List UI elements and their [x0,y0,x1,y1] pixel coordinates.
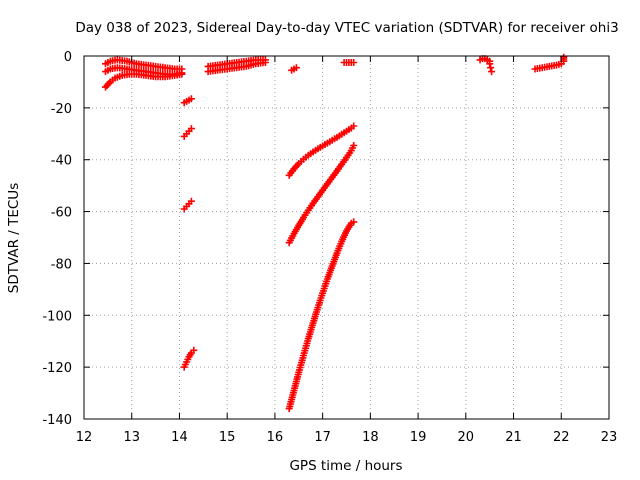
data-marks [102,70,186,91]
data-marks [180,197,195,213]
x-tick-label: 17 [314,430,331,445]
series-track-14h-c [180,197,195,213]
axes: 12 13 14 15 16 17 18 19 20 21 22 23 0 -20 -40 -60 -80 -10… [42,50,617,445]
data-marks [560,53,568,65]
series-track-17h-b [285,142,358,247]
data-marks [288,64,300,74]
x-tick-label: 14 [171,430,188,445]
y-tick-label: -20 [51,102,72,117]
data-marks [531,57,568,73]
x-tick-label: 12 [76,430,93,445]
series-track-22h-spike [560,53,568,65]
y-tick-label: -100 [42,309,72,324]
x-tick-label: 20 [458,430,475,445]
y-tick-label: -40 [51,154,72,169]
series-track-20h-drop [486,60,496,76]
data-marks [102,56,186,73]
data-points [102,53,568,413]
x-axis-title: GPS time / hours [289,458,402,474]
data-marks [285,142,358,247]
series-track-14h-a [180,95,195,107]
y-tick-label: -120 [42,361,72,376]
plot-frame [83,55,610,420]
data-marks [285,218,358,413]
x-tick-label: 23 [601,430,618,445]
y-tick-label: -80 [51,257,72,272]
series-track-17h-c [285,218,358,413]
y-tick-label: -60 [51,206,72,221]
y-tick-label: 0 [64,50,72,65]
grid [84,56,609,419]
y-tick-label: -140 [42,413,72,428]
series-track-14h-d [180,346,198,371]
chart-title: Day 038 of 2023, Sidereal Day-to-day VTE… [75,20,618,36]
data-marks [180,346,198,371]
x-tick-label: 13 [123,430,140,445]
series-track-16h-short [288,64,300,74]
x-tick-label: 21 [505,430,522,445]
x-tick-label: 15 [219,430,236,445]
data-marks [285,122,358,179]
data-marks [486,60,496,76]
series-track-early-lower [102,70,186,91]
x-tick-label: 16 [267,430,284,445]
series-track-14h-b [180,125,195,140]
data-marks [340,59,358,66]
series-track-17h-flat [340,59,358,66]
data-marks [180,95,195,107]
x-tick-label: 19 [410,430,427,445]
series-track-15h-b [204,56,269,70]
x-tick-label: 22 [553,430,570,445]
series-track-early-upper [102,56,186,73]
series-track-21h [531,57,568,73]
y-axis-title: SDTVAR / TECUs [6,183,22,293]
series-track-17h-a [285,122,358,179]
data-marks [204,56,269,70]
data-marks [180,125,195,140]
x-tick-label: 18 [362,430,379,445]
